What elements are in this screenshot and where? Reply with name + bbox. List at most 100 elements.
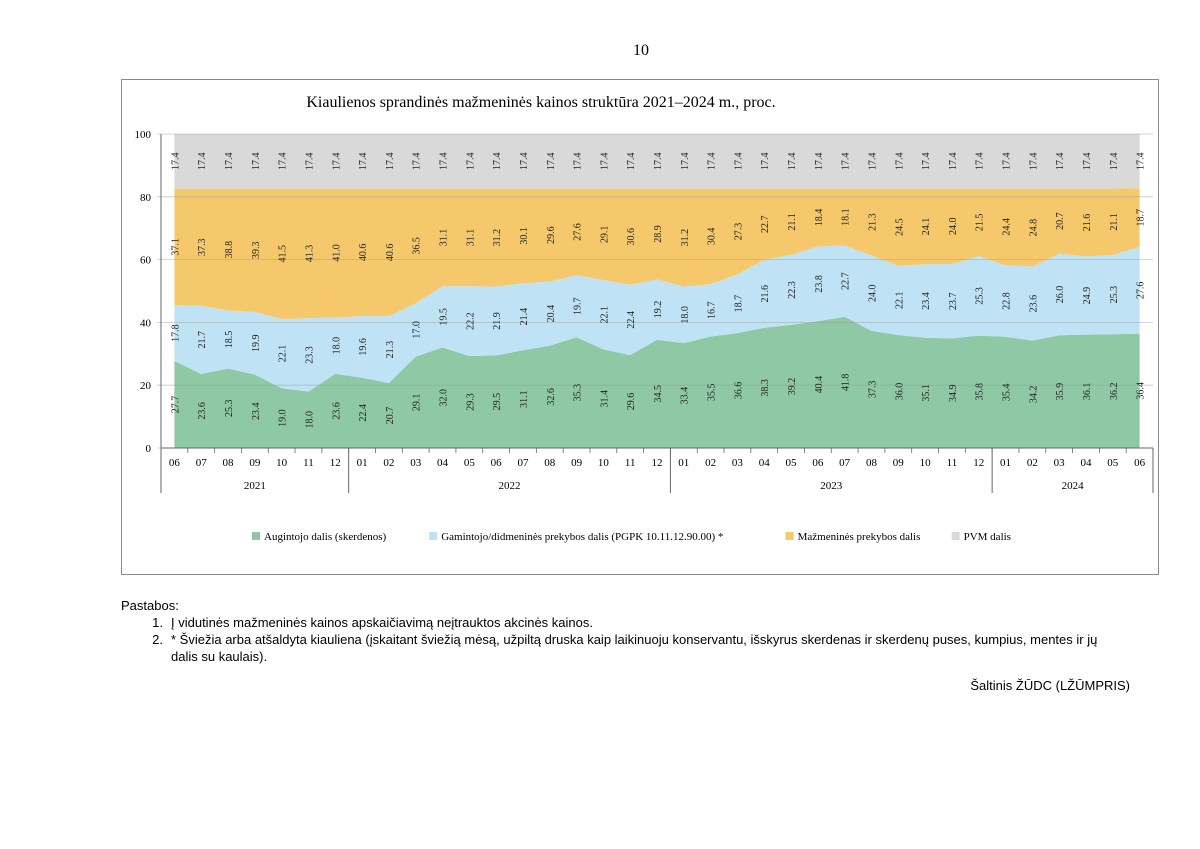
note-number: 1. — [152, 615, 163, 630]
x-tick-label: 09 — [249, 457, 261, 469]
data-label: 21.3 — [385, 341, 396, 359]
x-tick-label: 11 — [625, 457, 636, 469]
data-label: 17.4 — [546, 153, 557, 171]
data-label: 32.6 — [546, 388, 557, 406]
series-area-3 — [174, 188, 1140, 319]
data-label: 35.1 — [921, 384, 932, 402]
data-label: 17.4 — [787, 153, 798, 171]
data-label: 35.5 — [707, 384, 718, 402]
data-label: 19.2 — [653, 301, 664, 319]
data-label: 17.4 — [278, 153, 289, 171]
data-label: 20.7 — [385, 407, 396, 425]
data-label: 24.5 — [894, 218, 905, 236]
data-label: 36.6 — [733, 382, 744, 400]
data-label: 19.5 — [439, 308, 450, 326]
x-tick-label: 06 — [169, 457, 181, 469]
x-tick-label: 03 — [1054, 457, 1066, 469]
data-label: 27.6 — [573, 223, 584, 241]
x-tick-label: 07 — [196, 457, 208, 469]
data-label: 21.6 — [1082, 214, 1093, 232]
data-label: 22.8 — [1002, 292, 1013, 310]
data-label: 37.3 — [868, 381, 879, 399]
data-label: 18.1 — [841, 208, 852, 226]
data-label: 36.5 — [412, 237, 423, 255]
data-label: 30.4 — [707, 228, 718, 246]
x-tick-label: 02 — [705, 457, 716, 469]
data-label: 29.6 — [626, 393, 637, 411]
data-label: 17.4 — [573, 153, 584, 171]
chart-frame — [121, 79, 1159, 575]
data-label: 35.9 — [1055, 383, 1066, 401]
data-label: 19.0 — [278, 409, 289, 427]
data-label: 40.6 — [358, 244, 369, 262]
data-label: 17.4 — [680, 153, 691, 171]
data-label: 21.4 — [519, 308, 530, 326]
data-label: 17.4 — [465, 153, 476, 171]
notes-heading: Pastabos: — [121, 598, 179, 613]
data-label: 30.6 — [626, 228, 637, 246]
data-label: 31.2 — [680, 229, 691, 247]
data-label: 18.4 — [814, 209, 825, 227]
x-tick-label: 09 — [893, 457, 905, 469]
x-tick-label: 01 — [678, 457, 689, 469]
notes: Pastabos: 1. Į vidutinės mažmeninės kain… — [121, 597, 1121, 665]
data-label: 17.4 — [412, 153, 423, 171]
data-label: 29.6 — [546, 226, 557, 244]
data-label: 23.6 — [331, 402, 342, 420]
data-label: 17.4 — [197, 153, 208, 171]
data-label: 17.4 — [1136, 152, 1147, 170]
y-tick-label: 100 — [135, 129, 152, 141]
data-label: 35.8 — [975, 383, 986, 401]
x-tick-label: 05 — [786, 457, 798, 469]
data-label: 41.8 — [841, 374, 852, 392]
data-label: 23.3 — [304, 346, 315, 364]
data-label: 29.3 — [465, 393, 476, 411]
data-label: 17.4 — [975, 153, 986, 171]
data-label: 26.0 — [1055, 286, 1066, 304]
data-label: 19.7 — [573, 297, 584, 315]
data-label: 17.0 — [412, 321, 423, 339]
x-tick-label: 10 — [598, 457, 610, 469]
x-tick-label: 04 — [1080, 457, 1092, 469]
data-label: 17.4 — [707, 153, 718, 171]
data-label: 17.4 — [385, 153, 396, 171]
legend-label: PVM dalis — [964, 531, 1011, 543]
data-label: 17.4 — [1028, 153, 1039, 171]
data-label: 32.0 — [438, 389, 449, 407]
data-label: 17.4 — [1055, 153, 1066, 171]
data-label: 23.6 — [197, 402, 208, 420]
data-label: 23.4 — [251, 403, 262, 421]
data-label: 39.3 — [251, 242, 262, 259]
note-item: 2. * Šviežia arba atšaldyta kiauliena (į… — [121, 631, 1121, 665]
legend-swatch — [429, 532, 438, 540]
data-label: 17.4 — [653, 153, 664, 171]
data-label: 33.4 — [680, 387, 691, 405]
data-label: 21.9 — [492, 312, 503, 330]
data-label: 24.9 — [1082, 287, 1093, 305]
legend-swatch — [252, 532, 260, 540]
data-label: 16.7 — [707, 302, 718, 320]
data-label: 18.5 — [224, 331, 235, 349]
data-label: 22.4 — [626, 311, 637, 329]
data-label: 21.1 — [1109, 213, 1120, 231]
series-area-1 — [174, 316, 1140, 448]
data-label: 18.0 — [305, 411, 316, 429]
data-label: 25.3 — [1109, 286, 1120, 304]
x-tick-label: 11 — [947, 457, 958, 469]
data-label: 27.7 — [170, 396, 181, 414]
data-label: 29.1 — [412, 394, 423, 412]
legend-label: Gamintojo/didmeninės prekybos dalis (PGP… — [441, 531, 723, 543]
series-area-4 — [174, 134, 1140, 189]
note-text: * Šviežia arba atšaldyta kiauliena (įska… — [171, 632, 1098, 664]
data-label: 25.3 — [224, 400, 235, 418]
x-tick-label: 07 — [839, 457, 851, 469]
data-label: 17.4 — [331, 153, 342, 171]
x-tick-label: 12 — [330, 457, 341, 469]
data-label: 30.1 — [519, 227, 530, 245]
data-label: 17.4 — [305, 153, 316, 171]
x-tick-label: 05 — [1107, 457, 1119, 469]
data-label: 34.2 — [1028, 386, 1039, 404]
data-label: 31.4 — [599, 390, 610, 408]
note-item: 1. Į vidutinės mažmeninės kainos apskaič… — [121, 614, 1121, 631]
data-label: 24.0 — [948, 218, 959, 236]
